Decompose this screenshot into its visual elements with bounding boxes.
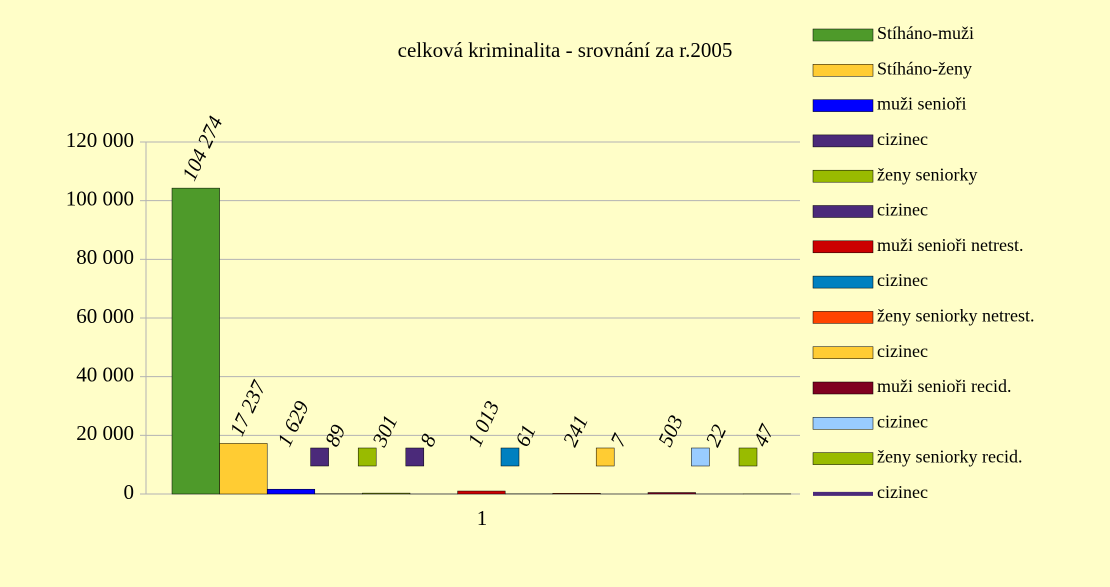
- legend-label: cizinec: [877, 200, 928, 220]
- y-tick-label: 40 000: [76, 362, 134, 386]
- y-tick-label: 0: [124, 480, 135, 504]
- legend-label: ženy seniorky recid.: [877, 447, 1022, 467]
- legend-key: [812, 134, 874, 148]
- chart-title: celková kriminalita - srovnání za r.2005: [398, 38, 733, 62]
- legend-key: [812, 99, 874, 112]
- bar: [219, 443, 268, 495]
- y-tick-label: 120 000: [66, 128, 134, 152]
- y-tick-label: 60 000: [76, 304, 134, 328]
- bar: [171, 187, 220, 495]
- label-key: [405, 447, 425, 467]
- label-key: [310, 447, 329, 467]
- legend-label: cizinec: [877, 129, 928, 149]
- legend-label: ženy seniorky netrest.: [877, 306, 1034, 326]
- bar: [457, 490, 506, 495]
- legend-label: ženy seniorky: [877, 164, 977, 184]
- legend-label: cizinec: [877, 411, 928, 431]
- label-key: [357, 447, 377, 467]
- legend-key: [812, 205, 874, 218]
- legend-key: [812, 417, 874, 430]
- bar: [647, 492, 696, 495]
- label-key: [691, 447, 710, 467]
- legend-key: [812, 275, 874, 289]
- legend-label: cizinec: [877, 341, 928, 361]
- legend-label: cizinec: [877, 270, 928, 290]
- legend-key: [812, 64, 874, 77]
- bar: [552, 493, 601, 495]
- legend-label: cizinec: [877, 482, 928, 502]
- legend-key: [812, 311, 874, 324]
- bar: [362, 492, 411, 495]
- legend-label: muži senioři recid.: [877, 376, 1011, 396]
- legend-label: muži senioři: [877, 94, 966, 114]
- x-tick-label: 1: [477, 506, 488, 530]
- legend-key: [812, 28, 874, 42]
- legend-key: [812, 240, 874, 254]
- legend-label: Stíháno-muži: [877, 23, 974, 43]
- bar: [266, 488, 316, 495]
- legend-key: [812, 169, 874, 183]
- label-key: [595, 447, 615, 467]
- y-tick-label: 20 000: [76, 421, 134, 445]
- legend-key: [812, 381, 874, 395]
- y-tick-label: 80 000: [76, 245, 134, 269]
- label-key: [738, 447, 758, 467]
- legend-key: [812, 452, 874, 465]
- label-key: [500, 447, 520, 467]
- legend-key: [812, 346, 874, 359]
- legend-label: Stíháno-ženy: [877, 58, 972, 78]
- y-tick-label: 100 000: [66, 186, 134, 210]
- legend-label: muži senioři netrest.: [877, 235, 1023, 255]
